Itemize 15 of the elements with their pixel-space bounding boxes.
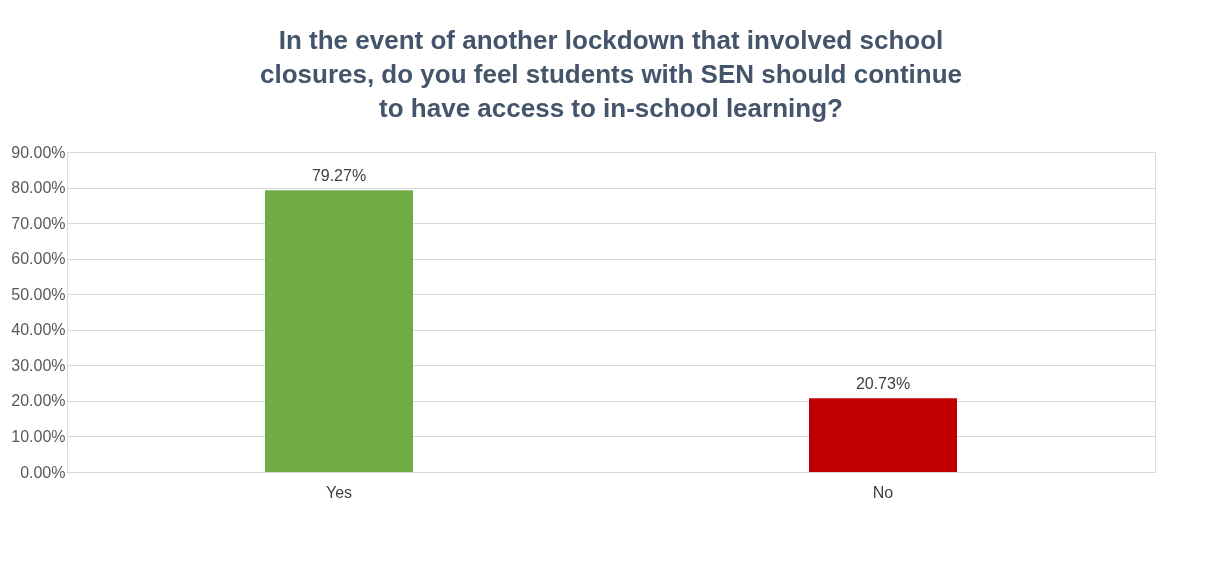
x-tick-label: No: [872, 483, 894, 501]
y-tick-label: 60.00%: [11, 250, 66, 268]
y-tick-label: 80.00%: [11, 179, 66, 197]
y-tick-label: 50.00%: [11, 285, 66, 303]
y-tick-label: 30.00%: [11, 356, 66, 374]
data-label: 79.27%: [311, 167, 367, 185]
y-tick-label: 20.00%: [11, 392, 66, 410]
y-tick-label: 90.00%: [11, 143, 66, 161]
y-tick-label: 0.00%: [20, 463, 66, 481]
data-label: 20.73%: [855, 375, 911, 393]
y-tick-label: 10.00%: [11, 427, 66, 445]
x-tick-label: Yes: [325, 483, 353, 501]
y-tick-label: 70.00%: [11, 214, 66, 232]
chart-title: In the event of another lockdown that involved school closures, do you feel students with SEN should continue to have access to in-school learning?: [259, 25, 963, 123]
y-tick-label: 40.00%: [11, 321, 66, 339]
